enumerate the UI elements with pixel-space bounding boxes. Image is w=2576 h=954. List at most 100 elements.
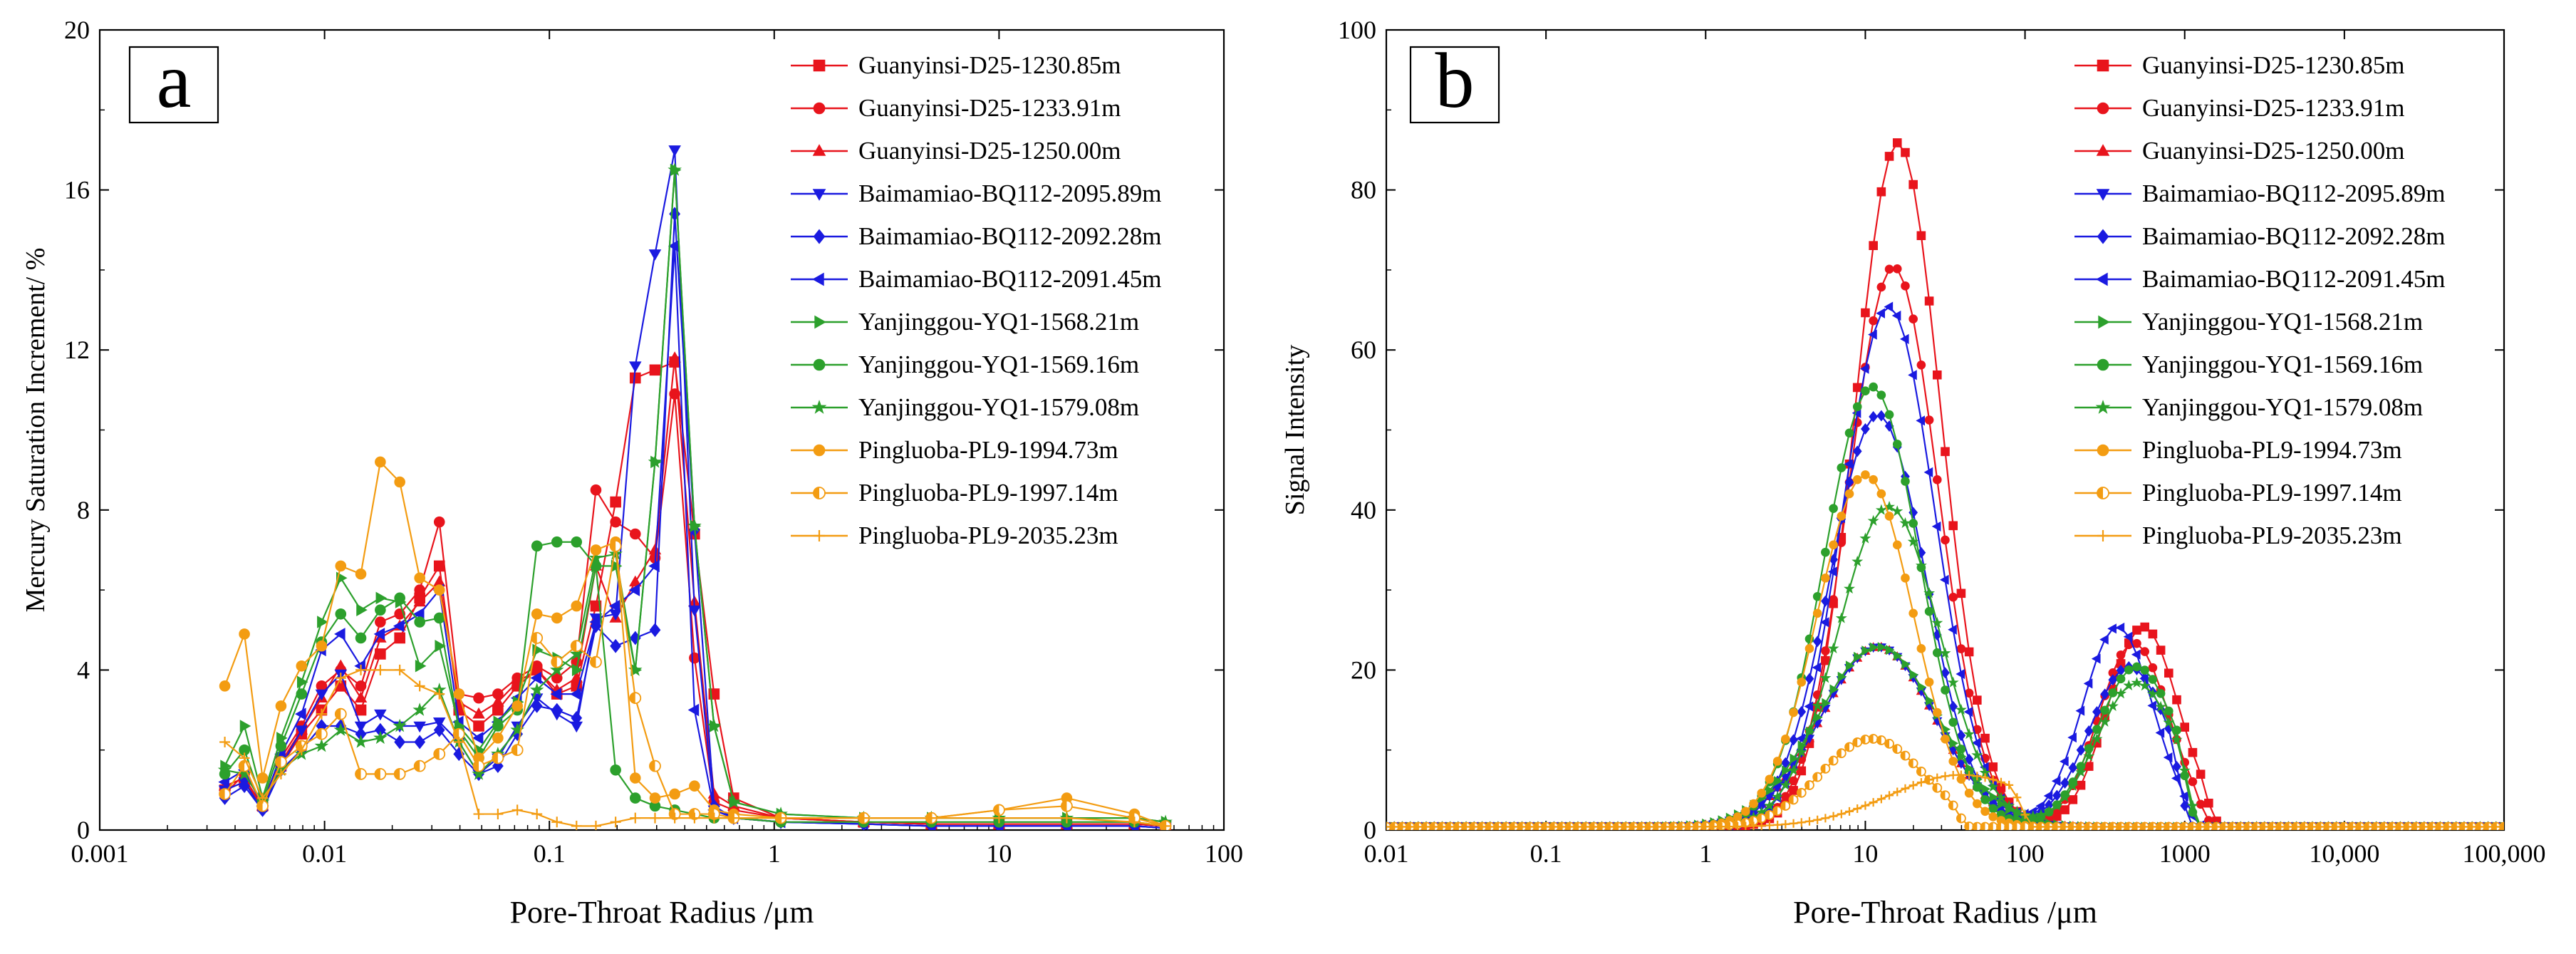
data-point	[1852, 445, 1862, 457]
data-point	[531, 540, 543, 552]
data-point	[1803, 725, 1815, 736]
data-point	[492, 695, 504, 707]
data-point	[2228, 822, 2237, 830]
data-point	[2123, 631, 2133, 642]
data-point	[2140, 647, 2149, 656]
data-point	[1940, 790, 1951, 801]
data-point	[531, 608, 543, 620]
data-point	[2084, 822, 2094, 830]
panel-a-chart: 0.001 0.01 0.1 1 10 100 0 4 8 12 16 20 Pore-Throat R…	[21, 16, 1243, 930]
data-point	[2099, 715, 2111, 727]
data-point	[435, 639, 446, 653]
panel-b-chart: 0.01 0.1 1 10 100 1000 10,000 100,000 0 20 40 60 80 1…	[1280, 16, 2546, 930]
data-point	[433, 747, 446, 760]
data-point	[2172, 695, 2181, 705]
series-line	[1386, 737, 2504, 828]
data-point	[2236, 822, 2245, 830]
data-point	[1573, 822, 1582, 830]
legend-marker	[2097, 530, 2109, 541]
x-tick-label: 10	[1852, 839, 1878, 868]
data-point	[549, 663, 564, 676]
data-point	[2051, 776, 2061, 787]
y-tick-label: 0	[1364, 816, 1376, 844]
data-point	[2012, 821, 2022, 830]
data-point	[2411, 822, 2421, 830]
data-point	[375, 456, 386, 468]
data-point	[2075, 705, 2085, 716]
data-point	[414, 735, 426, 750]
legend-item: Yanjinggou-YQ1-1569.16m	[2074, 351, 2423, 378]
data-point	[551, 702, 563, 717]
legend-item: Guanyinsi-D25-1250.00m	[791, 137, 1121, 165]
data-point	[1916, 415, 1925, 426]
data-point	[1605, 822, 1614, 830]
data-point	[609, 539, 622, 552]
data-point	[2108, 668, 2118, 678]
data-point	[1812, 700, 1824, 711]
data-point	[335, 560, 347, 572]
data-point	[239, 779, 250, 794]
data-point	[1908, 758, 1918, 769]
data-point	[1582, 822, 1591, 830]
data-point	[256, 799, 269, 812]
data-point	[1557, 822, 1567, 830]
data-point	[1892, 440, 1902, 449]
data-point	[492, 732, 504, 744]
data-point	[1869, 316, 1878, 326]
x-tick-label: 1000	[2159, 839, 2211, 868]
data-point	[1741, 807, 1750, 816]
data-point	[550, 688, 562, 700]
data-point	[511, 744, 524, 757]
data-point	[1884, 264, 1894, 274]
data-point	[1844, 742, 1854, 752]
data-point	[2005, 780, 2014, 789]
legend-marker	[2097, 444, 2109, 457]
data-point	[2116, 650, 2126, 660]
data-point	[551, 816, 563, 828]
data-point	[608, 546, 623, 560]
data-point	[1963, 728, 1975, 740]
legend-marker	[2097, 358, 2109, 371]
data-point	[689, 812, 700, 824]
data-point	[1973, 772, 1982, 781]
data-point	[2171, 733, 2183, 745]
data-point	[1876, 489, 1886, 499]
data-point	[1868, 734, 1879, 744]
data-point	[1763, 799, 1775, 811]
data-point	[433, 516, 445, 528]
data-point	[2172, 760, 2181, 772]
data-point	[668, 351, 681, 363]
data-point	[1413, 822, 1423, 830]
data-point	[375, 591, 388, 605]
legend-item: Pingluoba-PL9-2035.23m	[791, 522, 1118, 549]
data-point	[2436, 822, 2445, 830]
data-point	[1860, 735, 1871, 745]
data-point	[2068, 822, 2077, 830]
data-point	[2020, 821, 2030, 830]
data-point	[1782, 765, 1791, 776]
x-tick-label: 10	[986, 839, 1012, 868]
data-point	[2132, 626, 2141, 635]
legend-label: Guanyinsi-D25-1230.85m	[2142, 51, 2404, 79]
data-point	[2060, 805, 2069, 814]
data-point	[1876, 735, 1886, 745]
data-point	[858, 812, 869, 824]
data-point	[413, 759, 426, 772]
data-point	[1941, 447, 1950, 457]
data-point	[2131, 676, 2143, 688]
data-point	[531, 699, 543, 713]
data-point	[1845, 807, 1854, 816]
data-point	[2139, 673, 2149, 684]
series	[219, 356, 1171, 830]
data-point	[2339, 822, 2349, 830]
legend-marker	[814, 530, 825, 541]
data-point	[649, 364, 661, 376]
data-point	[1844, 582, 1856, 594]
data-point	[1948, 800, 1958, 811]
legend-item: Guanyinsi-D25-1230.85m	[2074, 51, 2404, 79]
data-point	[668, 162, 682, 176]
data-point	[2092, 706, 2102, 718]
data-point	[2476, 822, 2485, 830]
data-point	[2308, 822, 2317, 830]
legend-item: Guanyinsi-D25-1230.85m	[791, 51, 1121, 79]
